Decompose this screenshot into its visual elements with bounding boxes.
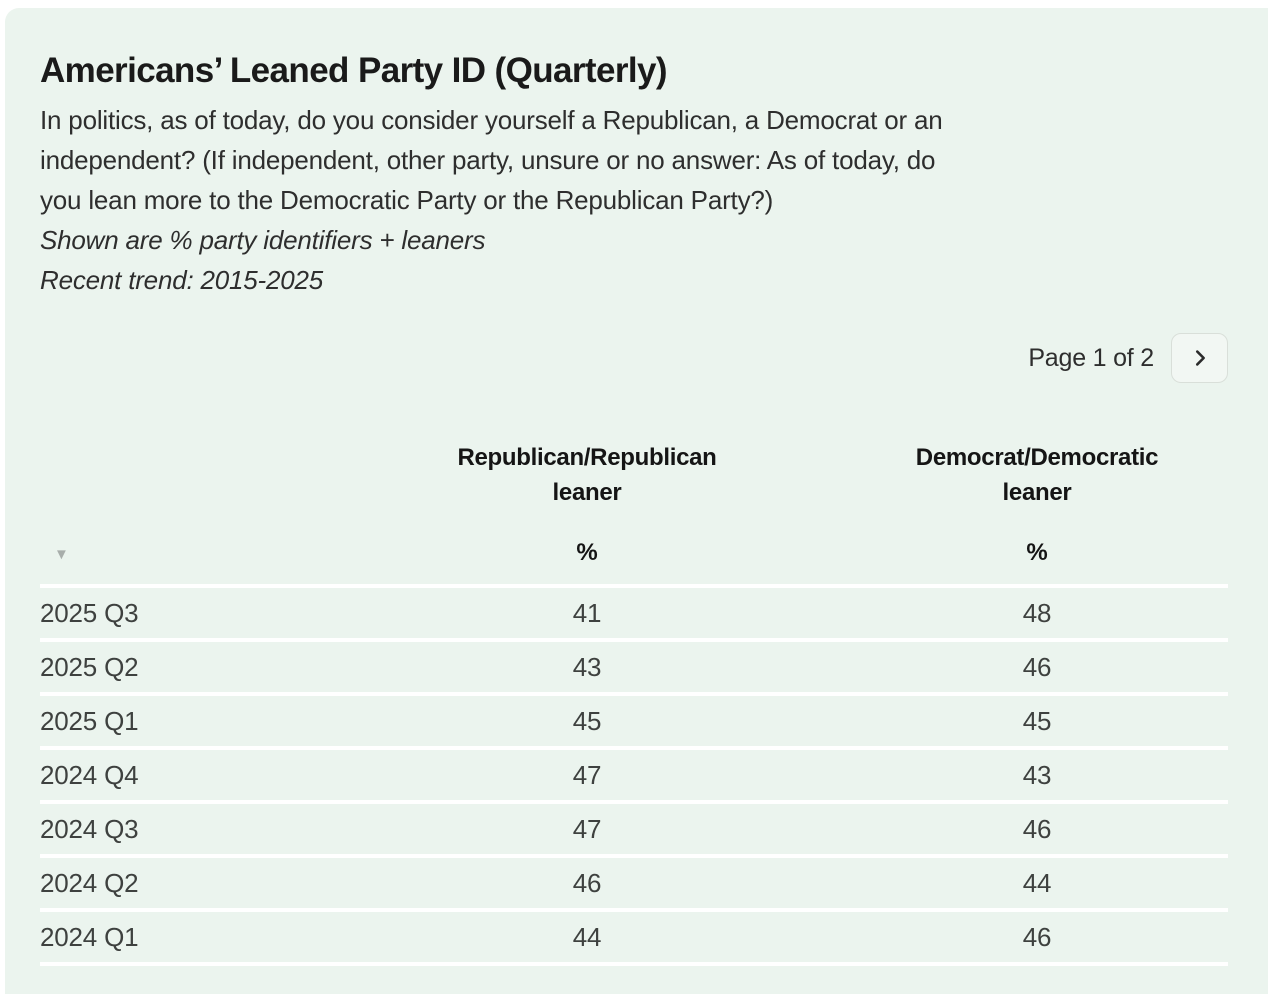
period-cell: 2025 Q1 [40, 694, 328, 750]
period-cell: 2024 Q3 [40, 802, 328, 858]
republican-value-cell: 45 [328, 694, 846, 750]
period-cell: 2024 Q4 [40, 748, 328, 804]
democrat-value-cell: 46 [846, 802, 1228, 858]
table-header: Republican/Republican leaner Democrat/De… [40, 440, 1228, 588]
republican-value-cell: 43 [328, 640, 846, 696]
header-names-row: Republican/Republican leaner Democrat/De… [40, 440, 1228, 510]
republican-header-line1: Republican/Republican [457, 444, 717, 471]
table-row: 2024 Q3 47 46 [40, 802, 1228, 858]
republican-value-cell: 44 [328, 910, 846, 966]
democrat-header-line1: Democrat/Democratic [915, 444, 1159, 471]
next-page-button[interactable] [1171, 333, 1228, 383]
table-row: 2024 Q4 47 43 [40, 748, 1228, 804]
republican-value-cell: 47 [328, 748, 846, 804]
period-cell: 2025 Q2 [40, 640, 328, 696]
republican-value-cell: 47 [328, 802, 846, 858]
question-line: independent? (If independent, other part… [40, 145, 936, 175]
republican-column-header: Republican/Republican leaner [328, 440, 846, 510]
republican-unit: % [328, 510, 846, 588]
party-id-table: Republican/Republican leaner Democrat/De… [40, 440, 1228, 966]
republican-value-cell: 41 [328, 586, 846, 642]
poll-card: Americans’ Leaned Party ID (Quarterly) I… [5, 8, 1268, 994]
democrat-value-cell: 46 [846, 910, 1228, 966]
sort-cell: ▼ [40, 510, 328, 588]
table-row: 2024 Q2 46 44 [40, 856, 1228, 912]
table-row: 2024 Q1 44 46 [40, 910, 1228, 966]
democrat-unit: % [846, 510, 1228, 588]
table-row: 2025 Q1 45 45 [40, 694, 1228, 750]
period-cell: 2025 Q3 [40, 586, 328, 642]
header-units-row: ▼ % % [40, 510, 1228, 588]
sort-descending-icon[interactable]: ▼ [54, 546, 69, 563]
question-line: In politics, as of today, do you conside… [40, 105, 943, 135]
question-line: you lean more to the Democratic Party or… [40, 185, 774, 215]
card-content: Americans’ Leaned Party ID (Quarterly) I… [5, 48, 1268, 383]
democrat-value-cell: 46 [846, 640, 1228, 696]
democrat-value-cell: 45 [846, 694, 1228, 750]
democrat-value-cell: 44 [846, 856, 1228, 912]
table-row: 2025 Q3 41 48 [40, 586, 1228, 642]
republican-header-line2: leaner [552, 479, 622, 506]
democrat-column-header: Democrat/Democratic leaner [846, 440, 1228, 510]
chevron-right-icon [1195, 350, 1205, 366]
democrat-value-cell: 43 [846, 748, 1228, 804]
democrat-header-line2: leaner [1002, 479, 1072, 506]
question-text: In politics, as of today, do you conside… [40, 100, 1228, 220]
trend-note: Recent trend: 2015-2025 [40, 265, 324, 295]
shown-note: Shown are % party identifiers + leaners [40, 225, 486, 255]
period-cell: 2024 Q2 [40, 856, 328, 912]
period-column-header [40, 440, 328, 510]
period-cell: 2024 Q1 [40, 910, 328, 966]
page-title: Americans’ Leaned Party ID (Quarterly) [40, 51, 667, 90]
republican-value-cell: 46 [328, 856, 846, 912]
table-row: 2025 Q2 43 46 [40, 640, 1228, 696]
table-body: 2025 Q3 41 48 2025 Q2 43 46 2025 Q1 45 4… [40, 586, 1228, 966]
page-indicator: Page 1 of 2 [1028, 343, 1154, 372]
pagination: Page 1 of 2 [40, 333, 1228, 383]
democrat-value-cell: 48 [846, 586, 1228, 642]
